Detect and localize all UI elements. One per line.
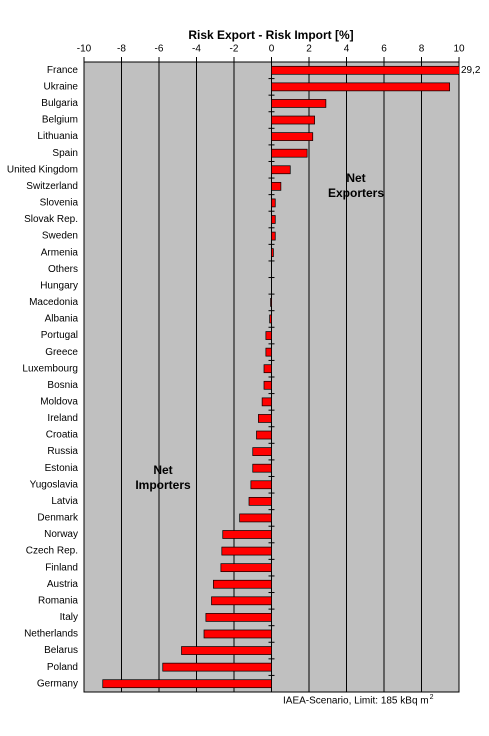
bar <box>271 132 314 141</box>
x-tick-label: -8 <box>117 44 126 55</box>
bar <box>271 148 308 158</box>
x-tick-label: -6 <box>155 44 164 55</box>
chart-title: Risk Export - Risk Import [%] <box>188 28 353 42</box>
annotation: Net <box>153 463 172 477</box>
x-tick-label: -10 <box>77 44 92 55</box>
y-tick-label: Armenia <box>41 247 79 258</box>
bar <box>271 181 282 191</box>
y-tick-label: Estonia <box>45 463 79 474</box>
y-tick-label: Finland <box>45 562 78 573</box>
bar <box>221 546 272 556</box>
y-tick-label: Ireland <box>47 413 78 424</box>
annotation: Exporters <box>328 186 384 200</box>
y-tick-label: Croatia <box>46 430 79 441</box>
bar <box>250 480 272 490</box>
bar <box>269 314 272 324</box>
y-tick-label: Macedonia <box>29 297 78 308</box>
y-tick-label: Slovak Rep. <box>24 214 78 225</box>
y-tick-label: Russia <box>47 446 78 457</box>
annotation: Importers <box>135 478 191 492</box>
bar <box>265 347 272 357</box>
y-tick-label: Ukraine <box>44 82 79 93</box>
bar <box>205 613 272 622</box>
y-tick-label: Denmark <box>37 513 79 524</box>
y-tick-label: Luxembourg <box>22 363 78 374</box>
y-tick-label: Germany <box>37 678 78 689</box>
x-tick-label: -4 <box>192 44 201 55</box>
y-tick-label: Hungary <box>40 280 78 291</box>
y-tick-label: Yugoslavia <box>30 479 79 490</box>
bar <box>271 99 327 108</box>
bar <box>271 165 291 175</box>
bar <box>271 65 459 75</box>
y-tick-label: Latvia <box>51 496 78 507</box>
bar <box>271 198 276 208</box>
x-tick-label: 2 <box>306 44 312 55</box>
y-tick-label: Spain <box>52 148 78 159</box>
bar <box>270 298 272 307</box>
bar <box>102 679 272 689</box>
bar <box>162 662 272 672</box>
y-tick-label: Czech Rep. <box>26 546 78 557</box>
footnote-superscript: 2 <box>430 694 434 701</box>
y-tick-label: Others <box>48 264 78 275</box>
bar <box>211 596 272 606</box>
y-tick-label: Poland <box>47 662 78 673</box>
bar <box>265 331 272 340</box>
bar <box>271 248 274 258</box>
y-tick-label: Bosnia <box>47 380 78 391</box>
y-tick-label: Austria <box>47 579 79 590</box>
y-tick-label: Slovenia <box>40 198 79 209</box>
bar <box>220 563 272 573</box>
x-tick-label: 6 <box>381 44 387 55</box>
annotation: Net <box>346 171 365 185</box>
x-tick-label: -2 <box>230 44 239 55</box>
x-tick-label: 0 <box>269 44 275 55</box>
bar <box>181 646 272 655</box>
bar <box>271 82 450 92</box>
bar <box>263 364 272 374</box>
y-tick-label: Italy <box>60 612 78 623</box>
y-tick-label: Lithuania <box>37 131 78 142</box>
bar <box>271 215 276 224</box>
data-label: 29,2 <box>461 65 481 76</box>
bar <box>256 430 272 440</box>
bar <box>271 115 315 125</box>
bar <box>248 496 272 506</box>
bar <box>261 397 272 407</box>
footnote: IAEA-Scenario, Limit: 185 kBq m <box>283 696 429 707</box>
bar <box>252 447 272 456</box>
y-tick-label: Switzerland <box>26 181 78 192</box>
y-tick-label: Sweden <box>42 231 78 242</box>
y-tick-label: Bulgaria <box>41 98 78 109</box>
bar <box>252 463 272 473</box>
x-tick-label: 4 <box>344 44 350 55</box>
y-tick-label: Belgium <box>42 115 78 126</box>
bar <box>271 231 276 241</box>
bar <box>263 380 272 390</box>
y-tick-label: Belarus <box>44 645 78 656</box>
x-tick-label: 10 <box>453 44 465 55</box>
y-tick-label: Norway <box>44 529 78 540</box>
y-tick-label: Albania <box>45 314 79 325</box>
y-tick-label: Moldova <box>40 397 78 408</box>
bar <box>239 513 272 523</box>
bar <box>213 579 272 589</box>
x-tick-label: 8 <box>419 44 425 55</box>
y-tick-label: United Kingdom <box>7 164 78 175</box>
y-tick-label: Greece <box>45 347 78 358</box>
y-tick-label: Portugal <box>41 330 78 341</box>
y-tick-label: Romania <box>38 595 78 606</box>
bar <box>203 629 272 639</box>
y-tick-label: France <box>47 65 79 76</box>
bar <box>222 530 272 539</box>
y-tick-label: Netherlands <box>24 629 78 640</box>
bar <box>258 414 272 423</box>
